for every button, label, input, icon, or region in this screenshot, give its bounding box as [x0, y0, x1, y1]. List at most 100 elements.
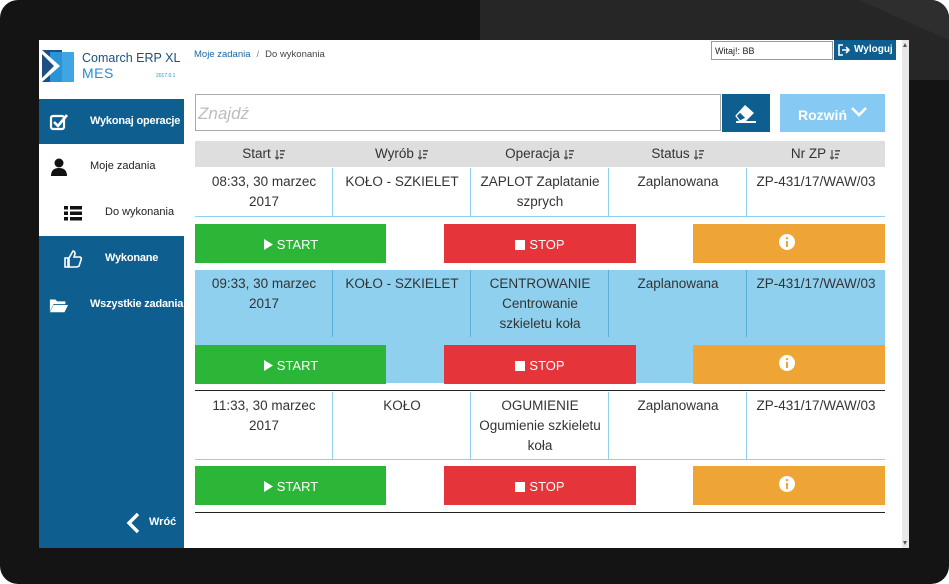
sidebar-item-label: Do wykonania: [105, 206, 175, 218]
column-label: Operacja: [505, 146, 560, 161]
start-button[interactable]: START: [195, 224, 386, 263]
cell-start: 08:33, 30 marzec 2017: [211, 174, 317, 209]
column-header-start[interactable]: Start: [195, 141, 333, 167]
sidebar: Comarch ERP XL MES 2017.0.1 Wykonaj oper…: [39, 40, 184, 548]
cell-operation: ZAPLOT Zaplatanie szprych: [480, 174, 600, 209]
cell-start: 11:33, 30 marzec 2017: [212, 398, 316, 433]
app-screen: Comarch ERP XL MES 2017.0.1 Wykonaj oper…: [39, 40, 909, 548]
cell-product: KOŁO - SZKIELET: [345, 276, 459, 291]
back-label: Wróć: [149, 516, 177, 528]
cell-status: Zaplanowana: [637, 276, 719, 291]
row-divider: [195, 459, 885, 460]
column-header-operacja[interactable]: Operacja: [471, 141, 609, 167]
breadcrumb-separator: /: [256, 49, 260, 60]
breadcrumb-parent[interactable]: Moje zadania: [194, 49, 251, 60]
expand-label: Rozwiń: [798, 107, 847, 123]
sidebar-item-label: Wykonane: [105, 252, 159, 264]
search-box: [195, 94, 724, 132]
info-button[interactable]: [693, 224, 885, 263]
column-header-wyrob[interactable]: Wyrób: [333, 141, 471, 167]
sort-icon: [563, 149, 574, 160]
column-header-status[interactable]: Status: [609, 141, 747, 167]
column-label: Start: [242, 146, 271, 161]
play-icon: [263, 360, 273, 372]
start-label: START: [276, 358, 319, 373]
table-row[interactable]: 11:33, 30 marzec 2017 KOŁO OGUMIENIE Ogumi…: [195, 392, 885, 459]
cell-status: Zaplanowana: [637, 398, 719, 413]
column-label: Wyrób: [375, 146, 414, 161]
cell-order-number: ZP-431/17/WAW/03: [756, 276, 876, 291]
eraser-icon: [735, 105, 756, 123]
sidebar-item-wykonaj-operacje[interactable]: Wykonaj operacje: [39, 99, 184, 145]
row-actions: START STOP: [195, 217, 885, 263]
logout-label: Wyloguj: [854, 44, 893, 55]
column-label: Status: [651, 146, 690, 161]
checkbox-icon: [49, 114, 69, 131]
play-icon: [263, 239, 273, 251]
table-row[interactable]: 09:33, 30 marzec 2017 KOŁO - SZKIELET CEN…: [195, 270, 885, 337]
column-label: Nr ZP: [790, 146, 827, 161]
start-button[interactable]: START: [195, 466, 386, 505]
stop-button[interactable]: STOP: [444, 345, 636, 384]
info-button[interactable]: [693, 345, 885, 384]
welcome-user: Witaj!: BB: [711, 41, 833, 60]
sidebar-item-do-wykonania[interactable]: Do wykonania: [39, 190, 184, 236]
module-name: MES: [82, 65, 114, 81]
app-name: Comarch ERP XL: [82, 51, 181, 65]
cell-operation: CENTROWANIE Centrowanie szkieletu koła: [489, 276, 591, 331]
logo: Comarch ERP XL MES 2017.0.1: [39, 40, 184, 99]
start-label: START: [276, 479, 319, 494]
stop-label: STOP: [529, 358, 565, 373]
info-icon: [779, 354, 795, 371]
table-bottom-border: [195, 512, 885, 513]
sort-icon: [830, 149, 841, 160]
scroll-up-arrow-icon[interactable]: [903, 43, 907, 47]
sort-icon: [274, 149, 285, 160]
logout-button[interactable]: Wyloguj: [834, 40, 896, 60]
thumbs-up-icon: [64, 250, 83, 268]
scrollbar[interactable]: [902, 40, 909, 548]
info-icon: [779, 475, 795, 492]
stop-label: STOP: [529, 237, 565, 252]
breadcrumb: Moje zadania / Do wykonania: [194, 49, 325, 60]
cell-operation: OGUMIENIE Ogumienie szkieletu koła: [479, 398, 601, 453]
cell-start: 09:33, 30 marzec 2017: [211, 276, 317, 311]
row-actions: START STOP: [195, 337, 885, 384]
stop-icon: [515, 481, 526, 492]
logout-icon: [838, 44, 850, 56]
stop-button[interactable]: STOP: [444, 224, 636, 263]
info-button[interactable]: [693, 466, 885, 505]
cell-status: Zaplanowana: [637, 174, 719, 189]
expand-button[interactable]: Rozwiń: [780, 94, 885, 132]
cell-product: KOŁO: [383, 398, 421, 413]
clear-search-button[interactable]: [722, 94, 770, 132]
stop-label: STOP: [529, 479, 565, 494]
folder-open-icon: [49, 299, 69, 313]
column-header-nr-zp[interactable]: Nr ZP: [747, 141, 885, 167]
sidebar-item-wszystkie-zadania[interactable]: Wszystkie zadania: [39, 282, 184, 328]
sidebar-item-label: Wszystkie zadania: [90, 298, 184, 310]
sort-icon: [417, 149, 428, 160]
sidebar-item-wykonane[interactable]: Wykonane: [39, 236, 184, 282]
sidebar-item-label: Wykonaj operacje: [90, 115, 181, 127]
list-icon: [64, 206, 82, 221]
row-actions: START STOP: [195, 460, 885, 506]
start-label: START: [276, 237, 319, 252]
row-divider: [195, 390, 885, 391]
bezel-corner-glare: [859, 0, 949, 40]
start-button[interactable]: START: [195, 345, 386, 384]
stop-icon: [515, 239, 526, 250]
sidebar-item-moje-zadania[interactable]: Moje zadania: [39, 144, 184, 190]
app-version: 2017.0.1: [156, 73, 176, 79]
scroll-down-arrow-icon[interactable]: [903, 541, 907, 545]
stop-button[interactable]: STOP: [444, 466, 636, 505]
cell-order-number: ZP-431/17/WAW/03: [756, 174, 876, 189]
comarch-logo-icon: [40, 48, 76, 84]
table-row[interactable]: 08:33, 30 marzec 2017 KOŁO - SZKIELET ZAP…: [195, 168, 885, 216]
search-input[interactable]: [196, 95, 724, 132]
cell-product: KOŁO - SZKIELET: [345, 174, 459, 189]
user-icon: [51, 158, 67, 176]
sort-icon: [693, 149, 704, 160]
row-divider: [195, 216, 885, 217]
